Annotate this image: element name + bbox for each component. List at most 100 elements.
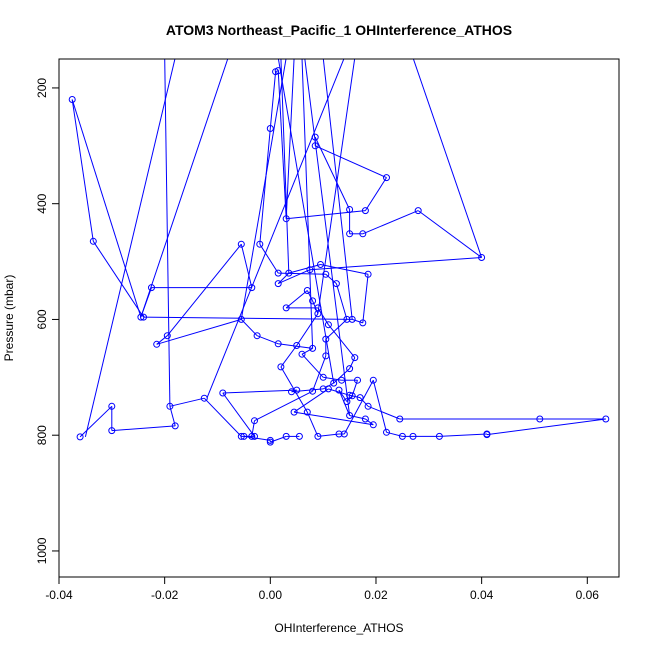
series-line-segment (314, 145, 387, 179)
data-point (253, 332, 261, 340)
series-line-segment (486, 418, 606, 436)
data-point (248, 432, 256, 440)
y-axis: 200 400 600 800 1000 (35, 78, 60, 564)
series-line-segment (372, 380, 387, 433)
data-point (338, 376, 346, 384)
data-point (237, 240, 245, 248)
series-line-segment (352, 318, 363, 324)
y-tick-label: 600 (35, 309, 49, 329)
series-line-segment (140, 59, 229, 318)
series-line-segment (294, 411, 374, 426)
series-line-segment (417, 210, 482, 258)
data-point (140, 313, 147, 321)
data-point (319, 373, 327, 381)
data-point (272, 68, 280, 76)
data-point (148, 284, 155, 292)
data-point (266, 125, 274, 132)
data-point (237, 432, 245, 440)
data-point (237, 315, 245, 323)
data-point (89, 237, 97, 245)
data-point (602, 415, 610, 423)
series-line-segment (156, 318, 242, 345)
series-line-segment (259, 243, 279, 274)
data-point (346, 230, 354, 238)
series-line-segment (222, 389, 297, 394)
data-point (311, 142, 319, 150)
series-line-segment (412, 59, 483, 258)
series-line-segment (335, 283, 348, 320)
plot-frame (58, 58, 620, 578)
data-point (383, 174, 390, 182)
data-point (340, 430, 348, 438)
data-point (483, 431, 491, 439)
data-point (536, 415, 544, 423)
data-point (359, 319, 367, 327)
data-point (348, 315, 356, 323)
series-line-segment (280, 345, 298, 368)
series-line-segment (291, 388, 324, 393)
series-line-segment (256, 335, 279, 345)
series-line-segment (222, 392, 255, 437)
x-tick-label: 0.04 (470, 588, 494, 602)
series-line-segment (306, 411, 319, 437)
data-point (324, 321, 332, 329)
data-point (324, 385, 332, 393)
series-line-segment (328, 388, 350, 396)
series-line-segment (362, 210, 419, 235)
data-point (293, 342, 301, 349)
data-point (298, 350, 306, 358)
series-line-segment (338, 389, 348, 402)
y-tick-label: 1000 (35, 537, 49, 564)
x-tick-label: -0.02 (151, 588, 179, 602)
series-line-segment (322, 59, 353, 320)
data-point (369, 376, 377, 384)
data-point (322, 270, 330, 278)
series-line-segment (362, 274, 369, 323)
series-line-segment (71, 99, 142, 318)
data-point (240, 432, 248, 440)
series-line-segment (343, 379, 374, 435)
data-point (343, 398, 351, 406)
data-point (332, 280, 340, 288)
series-line-segment (301, 347, 313, 355)
series-line-segment (325, 319, 348, 340)
data-point (282, 304, 290, 312)
series-line-segment (285, 290, 308, 309)
x-axis-label: OHInterference_ATHOS (274, 621, 403, 635)
data-point (108, 427, 116, 435)
series-line-segment (111, 425, 176, 432)
series-line-segment (164, 59, 171, 407)
series-line-segment (280, 59, 290, 274)
series-line-segment (306, 290, 314, 302)
data-point (311, 133, 319, 141)
series-line-segment (275, 70, 279, 73)
data-point (163, 332, 171, 340)
series-line-segment (92, 241, 144, 318)
data-point (248, 284, 256, 292)
data-point (285, 269, 293, 277)
series-line-segment (301, 59, 314, 349)
data-point (274, 269, 282, 277)
series-line-segment (286, 210, 366, 220)
series-line-segment (439, 433, 487, 437)
data-point (309, 344, 317, 352)
series-line-segment (367, 405, 400, 420)
data-point (251, 432, 258, 440)
series-line-segment (71, 99, 94, 242)
data-point (335, 430, 343, 438)
data-point (346, 412, 354, 419)
data-point (288, 388, 295, 396)
series-line-segment (359, 397, 369, 407)
x-tick-label: -0.04 (45, 588, 73, 602)
data-point (303, 408, 311, 416)
data-point (364, 402, 372, 410)
data-point (369, 421, 377, 429)
data-point (383, 428, 390, 436)
data-point (171, 422, 179, 430)
data-point (346, 206, 354, 213)
series-line-segment (84, 59, 176, 438)
data-point (361, 415, 369, 423)
y-tick-label: 800 (35, 425, 49, 445)
x-tick-label: 0.02 (364, 588, 388, 602)
